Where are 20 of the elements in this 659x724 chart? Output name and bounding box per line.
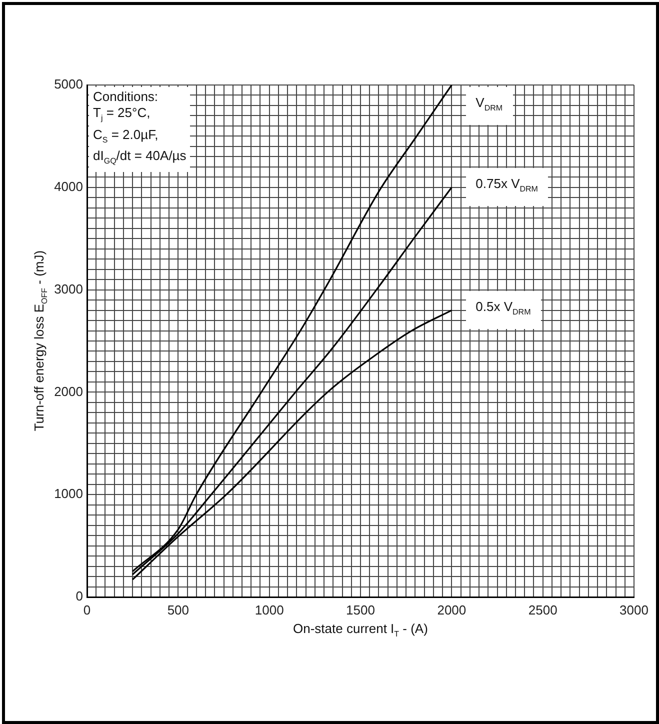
annotation: Conditions: bbox=[93, 89, 158, 104]
y-tick-label: 2000 bbox=[54, 384, 83, 399]
x-tick-label: 3000 bbox=[620, 602, 648, 618]
x-tick-label: 2000 bbox=[437, 602, 466, 618]
y-tick-label: 3000 bbox=[54, 281, 83, 296]
y-tick-label: 4000 bbox=[54, 178, 83, 194]
x-tick-label: 1500 bbox=[346, 602, 375, 618]
x-tick-label: 1000 bbox=[254, 602, 284, 618]
x-tick-label: 2500 bbox=[528, 602, 558, 618]
y-tick-label: 5000 bbox=[54, 76, 83, 92]
x-axis-title: On-state current I$_{T}$ - (A) bbox=[293, 621, 428, 639]
y-tick-label: 1000 bbox=[54, 486, 83, 502]
x-tick-label: 500 bbox=[167, 602, 190, 618]
y-tick-label: 0 bbox=[76, 588, 83, 604]
annotation: dI$_{GQ}$/dt = 40A/µs bbox=[93, 148, 186, 166]
annotation: C$_{S}$ = 2.0µF, bbox=[93, 126, 158, 144]
series-label: 0.5x V$_{DRM}$ bbox=[466, 291, 541, 329]
series-label: 0.75x V$_{DRM}$ bbox=[466, 168, 548, 206]
annotation: T$_{j}$ = 25°C, bbox=[93, 105, 150, 123]
series-label: V$_{DRM}$ bbox=[466, 87, 513, 125]
